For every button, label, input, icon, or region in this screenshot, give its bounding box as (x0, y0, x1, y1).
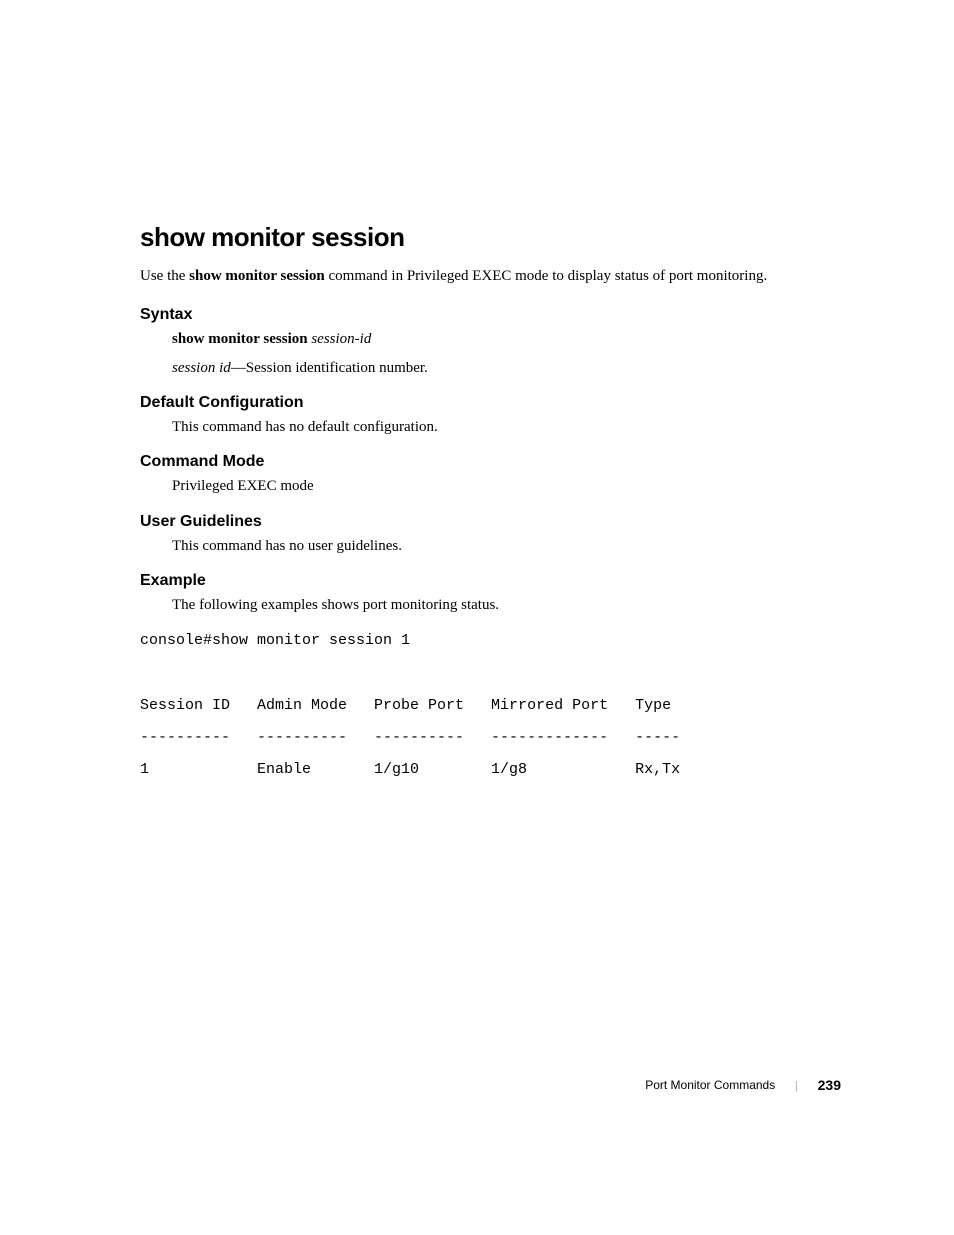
footer-page-number: 239 (818, 1077, 841, 1093)
intro-suffix: command in Privileged EXEC mode to displ… (325, 268, 767, 284)
command-mode-text: Privileged EXEC mode (172, 475, 814, 498)
intro-bold-command: show monitor session (189, 268, 325, 284)
table-separator-row: ---------- ---------- ---------- -------… (140, 729, 680, 746)
table-data-row: 1 Enable 1/g10 1/g8 Rx,Tx (140, 761, 680, 778)
intro-prefix: Use the (140, 268, 189, 284)
syntax-heading: Syntax (140, 306, 814, 324)
console-command-line: console#show monitor session 1 (140, 632, 410, 649)
page-footer: Port Monitor Commands | 239 (645, 1077, 841, 1093)
example-heading: Example (140, 572, 814, 590)
command-title: show monitor session (140, 222, 814, 253)
syntax-command-line: show monitor session session-id (172, 328, 814, 351)
syntax-command: show monitor session (172, 331, 308, 347)
example-text: The following examples shows port monito… (172, 594, 814, 617)
footer-section-title: Port Monitor Commands (645, 1078, 775, 1092)
syntax-param: session-id (311, 331, 371, 347)
user-guidelines-text: This command has no user guidelines. (172, 535, 814, 558)
command-mode-heading: Command Mode (140, 453, 814, 471)
footer-separator: | (795, 1078, 797, 1093)
example-console-output: console#show monitor session 1 Session I… (140, 625, 814, 786)
default-config-text: This command has no default configuratio… (172, 416, 814, 439)
syntax-param-desc: session id—Session identification number… (172, 357, 814, 380)
default-config-heading: Default Configuration (140, 394, 814, 412)
table-header-row: Session ID Admin Mode Probe Port Mirrore… (140, 697, 671, 714)
param-desc: —Session identification number. (231, 360, 428, 376)
intro-paragraph: Use the show monitor session command in … (140, 265, 814, 288)
param-name: session id (172, 360, 231, 376)
user-guidelines-heading: User Guidelines (140, 513, 814, 531)
page-content: show monitor session Use the show monito… (0, 0, 954, 786)
